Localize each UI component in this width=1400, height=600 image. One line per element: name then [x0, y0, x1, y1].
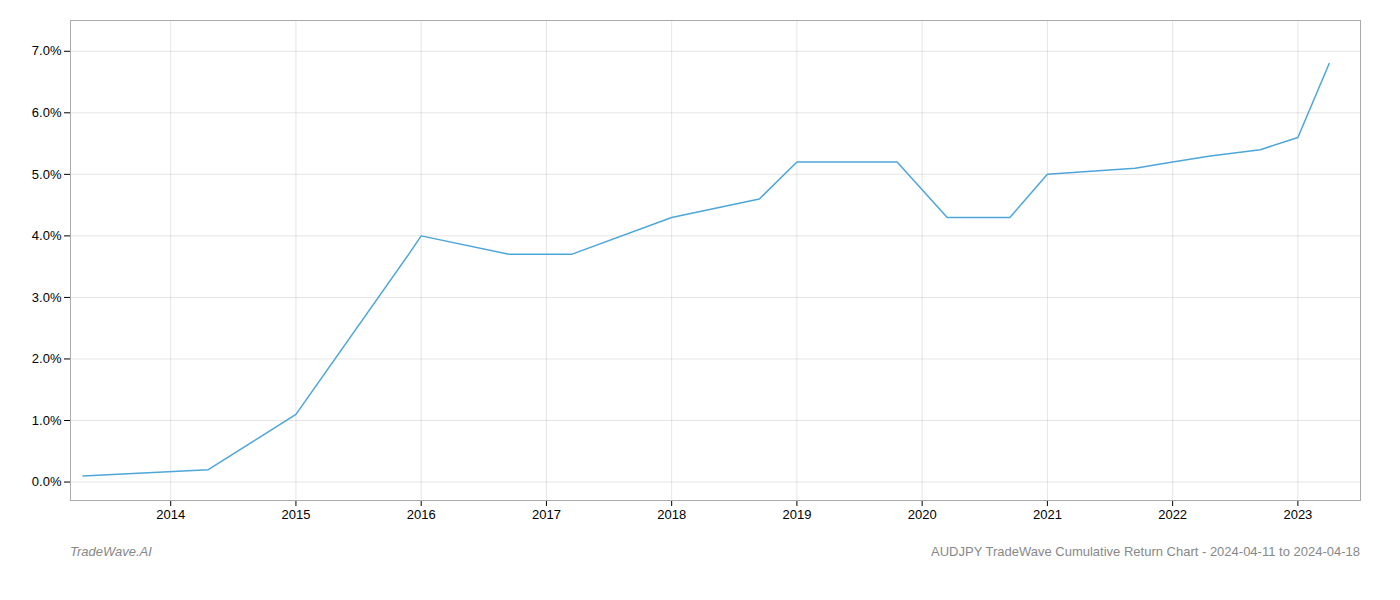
- svg-text:2015: 2015: [281, 507, 310, 522]
- svg-text:2014: 2014: [156, 507, 185, 522]
- svg-text:7.0%: 7.0%: [32, 43, 62, 58]
- svg-text:6.0%: 6.0%: [32, 105, 62, 120]
- svg-text:2017: 2017: [532, 507, 561, 522]
- svg-text:4.0%: 4.0%: [32, 228, 62, 243]
- svg-text:2018: 2018: [657, 507, 686, 522]
- svg-text:0.0%: 0.0%: [32, 474, 62, 489]
- svg-text:2020: 2020: [908, 507, 937, 522]
- svg-text:2019: 2019: [782, 507, 811, 522]
- svg-text:3.0%: 3.0%: [32, 290, 62, 305]
- svg-text:2022: 2022: [1158, 507, 1187, 522]
- svg-text:2021: 2021: [1033, 507, 1062, 522]
- svg-text:2016: 2016: [407, 507, 436, 522]
- svg-text:1.0%: 1.0%: [32, 413, 62, 428]
- svg-text:2023: 2023: [1283, 507, 1312, 522]
- svg-text:2.0%: 2.0%: [32, 351, 62, 366]
- html-text:TradeWave.AI: TradeWave.AI: [70, 544, 152, 559]
- html-text:AUDJPY TradeWave Cumulative Re: AUDJPY TradeWave Cumulative Return Chart…: [931, 544, 1360, 559]
- svg-text:5.0%: 5.0%: [32, 167, 62, 182]
